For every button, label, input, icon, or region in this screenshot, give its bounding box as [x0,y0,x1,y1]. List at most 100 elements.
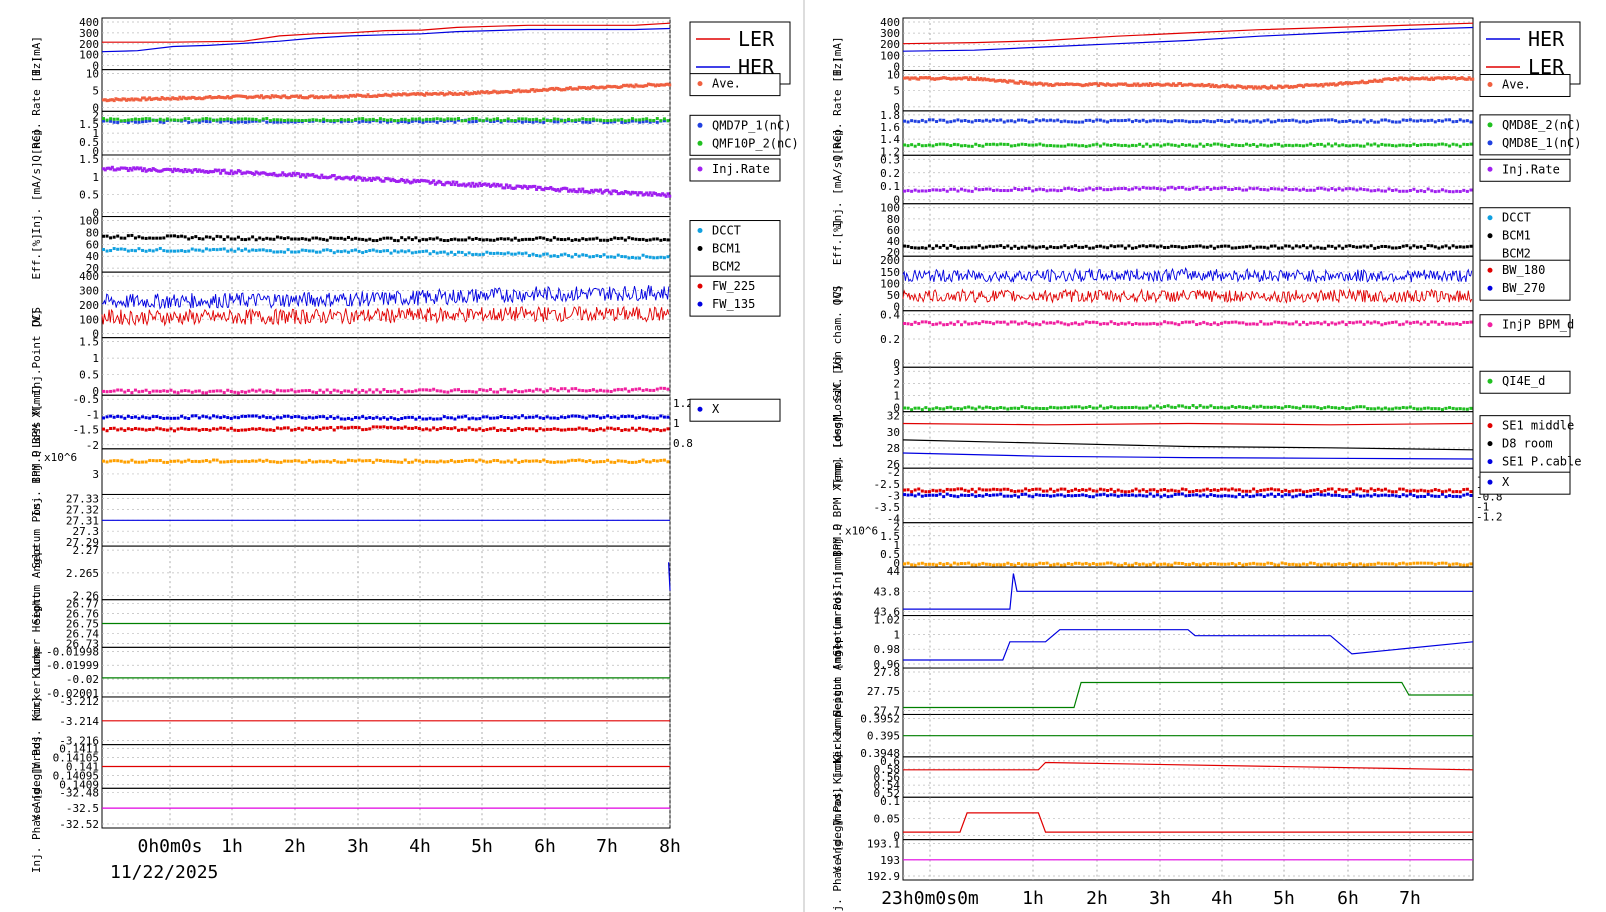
data-point [1237,561,1241,565]
data-point [1116,322,1120,326]
data-point [528,89,531,93]
data-point [1277,187,1281,191]
data-point [1024,246,1028,250]
data-point [588,87,592,91]
y-tick-label: -1 [86,408,99,421]
data-point [547,187,551,191]
data-point [435,460,439,464]
data-point [984,245,988,249]
data-point [519,185,523,189]
data-point [1432,78,1436,82]
data-point [476,184,480,188]
data-point [212,96,216,100]
data-point [251,388,255,392]
data-point [318,250,322,254]
data-point [1120,119,1124,123]
data-point [1255,119,1259,123]
data-point [1223,120,1227,124]
data-point [1134,246,1138,250]
data-point [1326,188,1330,192]
data-point [268,96,272,100]
data-point [1109,244,1113,248]
data-point [123,236,127,240]
data-point [1273,187,1277,191]
data-point [453,417,457,421]
data-point [1027,143,1031,147]
data-point [510,390,514,394]
data-point [139,98,143,102]
data-point [1081,84,1085,88]
data-point [1081,406,1085,410]
data-point [222,118,226,122]
data-point [162,118,166,122]
data-point [307,249,311,253]
data-point [648,429,652,433]
data-point [414,389,418,393]
data-point [1408,405,1412,409]
data-point [433,182,437,186]
data-point [1234,495,1238,499]
data-point [1451,322,1455,326]
data-point [1405,320,1409,324]
data-point [354,117,358,121]
data-point [1154,83,1158,87]
data-point [535,254,539,258]
data-point [290,415,294,419]
data-point [1234,187,1238,191]
data-point [201,414,205,418]
data-point [304,389,308,393]
data-point [1423,561,1427,565]
data-point [924,120,928,124]
data-point [1227,85,1231,89]
data-point [346,458,350,462]
data-point [464,414,468,418]
data-point [648,460,652,464]
data-point [1394,120,1398,124]
data-point [506,119,510,123]
data-point [1403,76,1407,80]
data-point [1020,321,1024,325]
data-point [974,563,978,567]
data-point [531,459,535,463]
data-point [506,459,510,463]
data-point [1216,406,1220,410]
data-point [389,119,393,123]
data-point [1202,488,1206,492]
data-point [1462,142,1466,146]
data-point [1216,118,1220,122]
data-point [1465,189,1469,193]
data-point [604,85,608,89]
legend-label: Inj.Rate [712,162,770,176]
data-point [204,120,208,124]
data-point [1348,490,1352,494]
data-point [361,251,365,255]
data-point [563,118,567,122]
data-point [942,142,946,146]
data-point [1166,245,1170,249]
data-point [410,251,414,255]
data-point [357,117,361,121]
y-tick-label: 60 [887,224,900,237]
data-point [988,142,992,146]
data-point [648,238,652,242]
data-point [630,414,634,418]
data-point [531,389,535,393]
data-point [1015,81,1019,85]
data-point [1241,321,1245,325]
data-point [1252,322,1256,326]
data-point [334,177,338,181]
data-point [1309,321,1313,325]
data-point [545,238,549,242]
data-point [549,238,553,242]
data-point [425,179,429,183]
data-point [1259,187,1263,191]
data-point [1002,189,1006,193]
data-point [634,191,638,195]
data-point [1444,495,1448,499]
data-point [641,117,645,121]
data-point [1391,407,1395,411]
data-point [652,119,656,123]
data-point [903,406,906,410]
